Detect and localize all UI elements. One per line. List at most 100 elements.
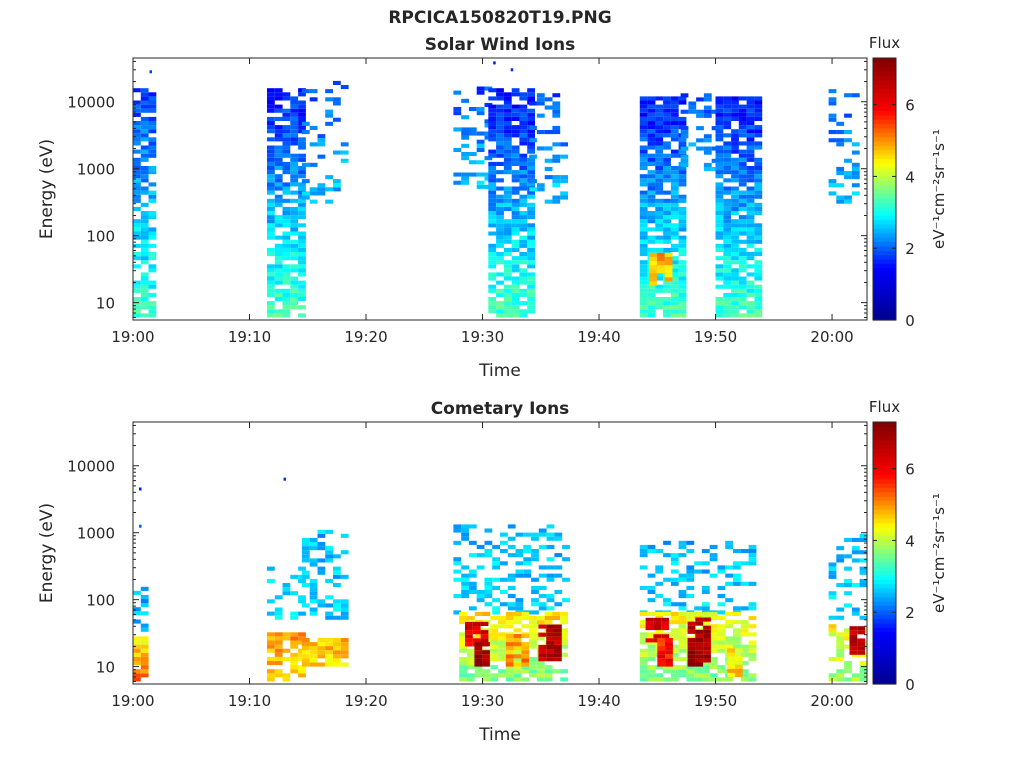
flux-cell <box>733 644 741 649</box>
flux-cell <box>290 96 299 101</box>
flux-cell <box>844 632 852 637</box>
flux-cell <box>519 268 528 273</box>
flux-cell <box>511 178 520 183</box>
flux-cell <box>544 669 553 674</box>
flux-cell <box>488 88 497 93</box>
flux-cell <box>663 577 671 582</box>
flux-cell <box>140 640 149 645</box>
flux-cell <box>468 585 477 590</box>
flux-cell <box>701 669 710 674</box>
flux-cell <box>731 104 739 109</box>
flux-cell <box>639 292 648 297</box>
flux-cell <box>859 578 867 583</box>
flux-cell <box>282 583 291 588</box>
flux-cell <box>647 215 656 220</box>
flux-cell <box>670 223 679 228</box>
colorbar-segment <box>873 491 896 497</box>
flux-cell <box>836 130 845 135</box>
flux-cell <box>678 620 687 625</box>
flux-cell <box>715 96 724 101</box>
x-tick-label: 20:00 <box>810 692 853 710</box>
flux-hotspot-cell <box>657 662 666 667</box>
flux-cell <box>746 108 755 113</box>
flux-cell <box>500 561 508 566</box>
flux-cell <box>282 297 291 302</box>
flux-cell <box>663 121 671 126</box>
flux-cell <box>507 602 516 607</box>
flux-cell <box>544 677 553 682</box>
flux-cell <box>488 219 497 224</box>
flux-hotspot-cell <box>727 656 735 661</box>
flux-cell <box>670 292 679 297</box>
flux-cell <box>290 661 299 666</box>
flux-cell <box>678 219 687 224</box>
flux-cell <box>488 231 497 236</box>
flux-cell <box>639 239 648 244</box>
flux-cell <box>754 145 763 150</box>
flux-cell <box>828 595 837 600</box>
flux-cell <box>148 125 157 130</box>
flux-cell <box>723 272 732 277</box>
flux-cell <box>696 113 704 118</box>
flux-cell <box>461 172 469 177</box>
colorbar-segment <box>873 557 896 563</box>
flux-cell <box>731 100 739 105</box>
flux-cell <box>484 602 493 607</box>
flux-cell <box>140 627 149 632</box>
colorbar-segment <box>873 315 896 321</box>
flux-cell <box>678 239 687 244</box>
flux-cell <box>511 202 520 207</box>
colorbar-frame <box>872 57 897 321</box>
flux-cell <box>476 544 485 549</box>
flux-cell <box>746 137 755 142</box>
flux-cell <box>282 636 291 641</box>
flux-cell <box>527 284 535 289</box>
colorbar-tick-label: 6 <box>905 461 915 479</box>
flux-cell <box>484 156 493 161</box>
flux-cell <box>696 146 704 151</box>
flux-cell <box>140 656 149 661</box>
flux-cell <box>309 662 318 667</box>
flux-cell <box>670 112 679 117</box>
flux-cell <box>290 297 299 302</box>
flux-cell <box>274 276 283 281</box>
flux-cell <box>731 223 739 228</box>
flux-cell <box>731 313 739 318</box>
flux-cell <box>511 268 520 273</box>
flux-cell <box>723 133 732 138</box>
flux-hotspot-cell <box>665 662 673 667</box>
flux-cell <box>851 546 860 551</box>
flux-cell <box>267 96 275 101</box>
flux-cell <box>519 194 528 199</box>
flux-hotspot-cell <box>665 646 673 651</box>
flux-cell <box>731 161 739 166</box>
flux-cell <box>731 268 739 273</box>
flux-cell <box>663 116 671 121</box>
flux-cell <box>140 599 149 604</box>
flux-cell <box>859 665 867 670</box>
flux-cell <box>723 104 732 109</box>
colorbar-segment <box>873 627 896 633</box>
flux-cell <box>731 231 739 236</box>
flux-cell <box>715 190 724 195</box>
x-tick-label: 19:00 <box>111 692 154 710</box>
flux-hotspot-cell <box>687 629 696 634</box>
flux-hotspot-cell <box>657 658 666 663</box>
flux-cell <box>282 235 291 240</box>
colorbar-segment <box>873 553 896 558</box>
flux-cell <box>488 247 497 252</box>
flux-cell <box>552 611 561 616</box>
flux-cell <box>519 198 528 203</box>
flux-cell <box>715 284 724 289</box>
flux-cell <box>133 104 141 109</box>
flux-cell <box>488 166 497 171</box>
flux-cell <box>647 157 656 162</box>
flux-cell <box>663 297 671 302</box>
flux-cell <box>694 561 702 566</box>
flux-hotspot-cell <box>521 658 530 663</box>
flux-hotspot-cell <box>645 638 654 643</box>
flux-hotspot-cell <box>505 642 514 647</box>
flux-cell <box>663 219 671 224</box>
flux-cell <box>317 570 326 575</box>
flux-cell <box>754 292 763 297</box>
